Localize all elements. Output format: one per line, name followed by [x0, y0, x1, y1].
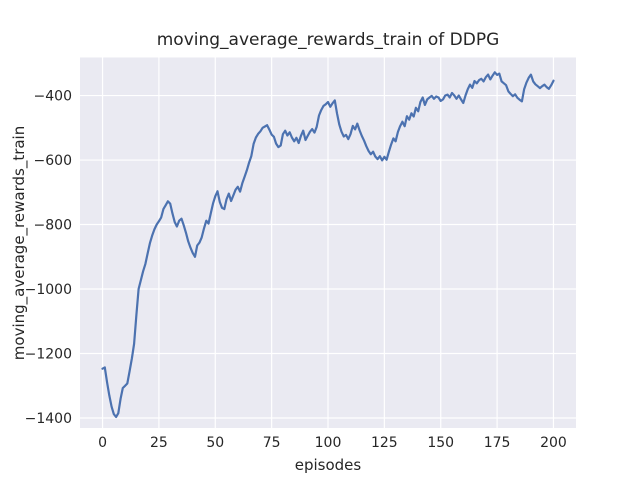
y-tick-label: −1400 — [25, 411, 72, 427]
x-tick-label: 50 — [206, 435, 224, 451]
y-axis-label: moving_average_rewards_train — [10, 126, 29, 360]
x-tick-label: 150 — [427, 435, 454, 451]
y-tick-label: −800 — [34, 218, 72, 234]
x-tick-label: 100 — [315, 435, 342, 451]
y-tick-label: −600 — [34, 153, 72, 169]
x-tick-label: 25 — [150, 435, 168, 451]
chart-title: moving_average_rewards_train of DDPG — [157, 30, 500, 50]
x-tick-label: 0 — [98, 435, 107, 451]
x-axis-label: episodes — [295, 456, 362, 474]
y-tick-label: −400 — [34, 89, 72, 105]
x-tick-label: 175 — [484, 435, 511, 451]
plot-area: 0 25 50 75 100 125 150 175 200 −400 −600 −800 −1000 −… — [25, 57, 576, 451]
x-tick-label: 75 — [263, 435, 281, 451]
x-tick-label: 200 — [540, 435, 567, 451]
series-line-ddpg — [101, 71, 555, 419]
y-tick-label: −1000 — [25, 282, 72, 298]
y-tick-label: −1200 — [25, 347, 72, 363]
x-tick-label: 125 — [371, 435, 398, 451]
